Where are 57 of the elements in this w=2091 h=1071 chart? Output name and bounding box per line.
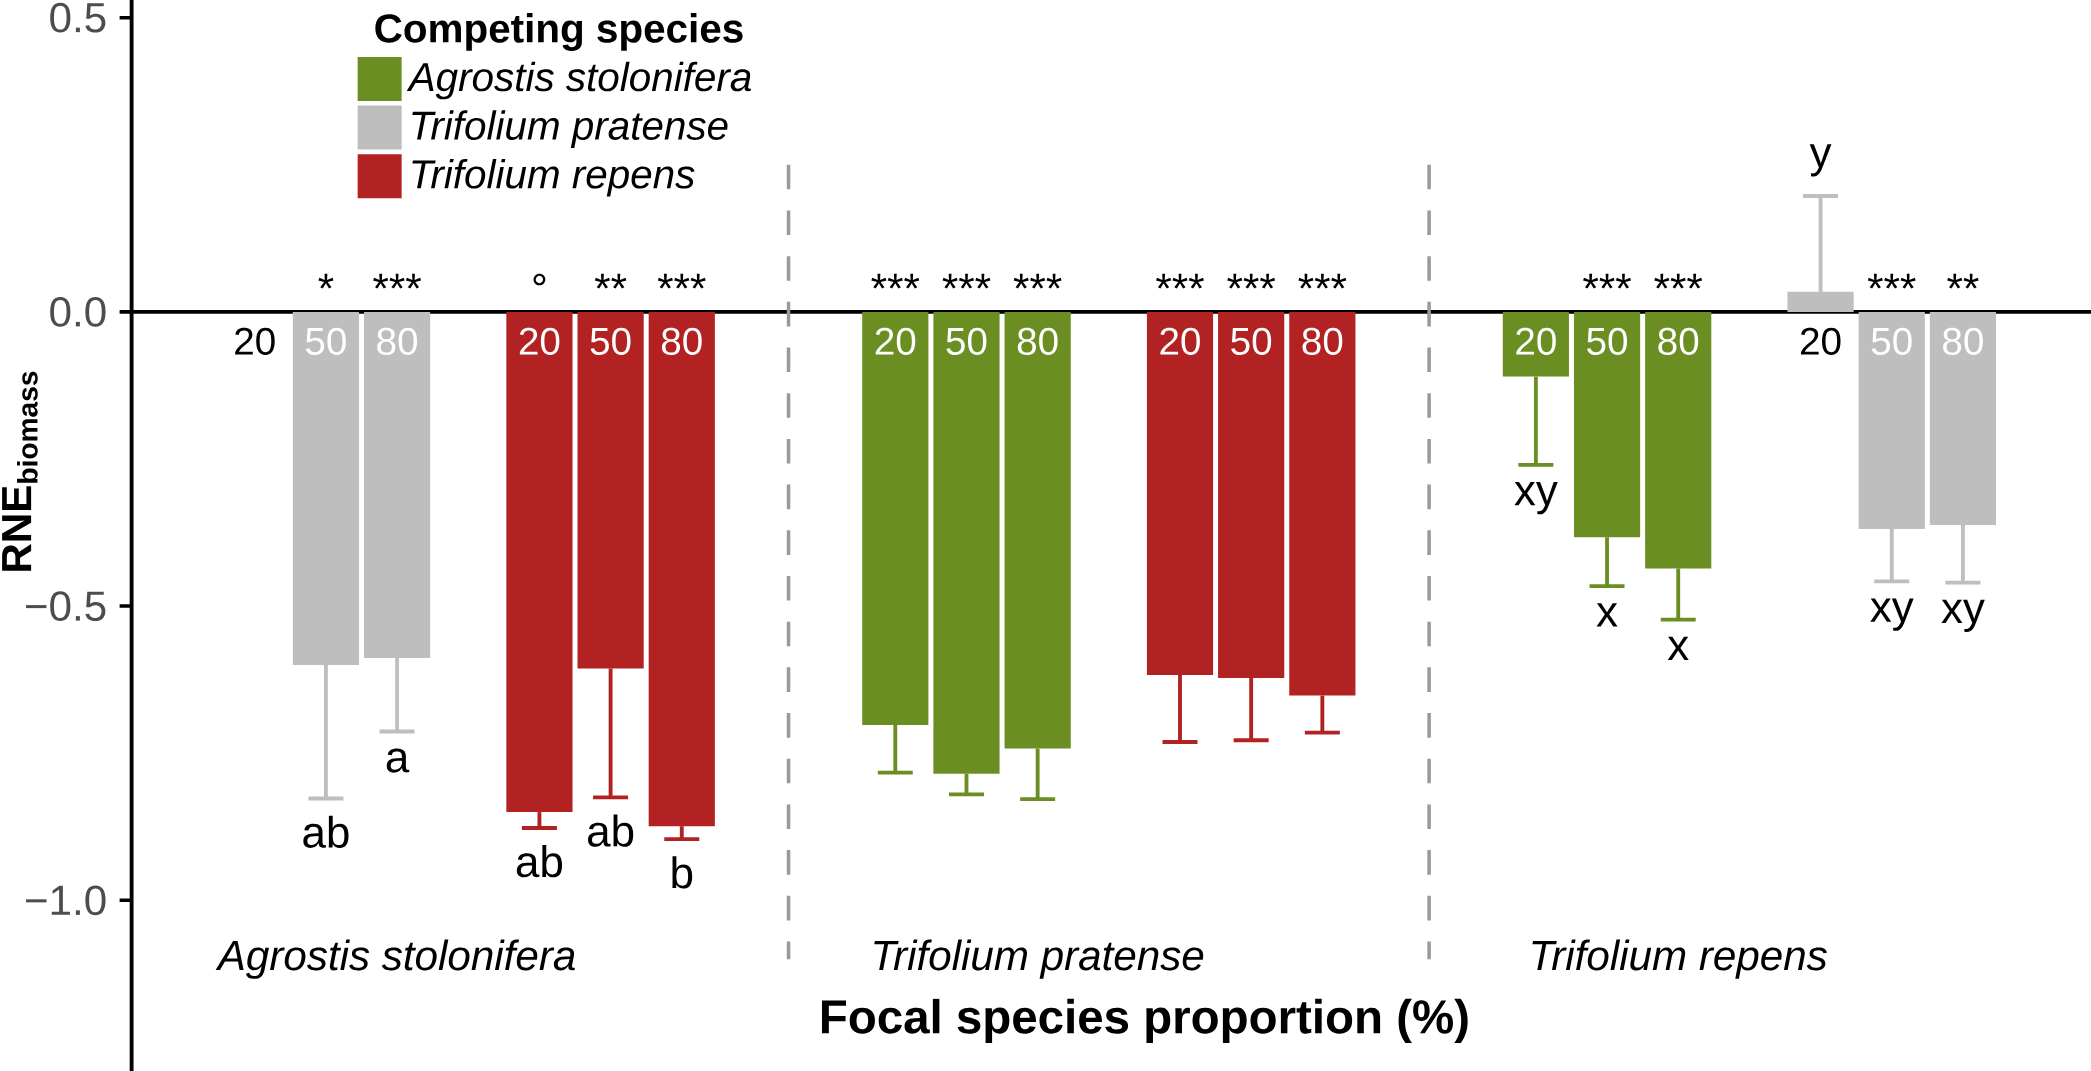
annotation: *** (373, 273, 422, 289)
annotation: ** (594, 273, 627, 289)
x-tick-label: 80 (1943, 327, 1983, 355)
annotation: x (1596, 603, 1618, 627)
annotation: *** (1227, 273, 1276, 289)
annotation: * (318, 273, 334, 289)
x-tick-label: 80 (661, 327, 702, 355)
annotation: ab (588, 814, 634, 847)
x-tick-label: 20 (519, 327, 560, 355)
annotation: xy (1870, 598, 1914, 631)
annotation: x (1667, 636, 1689, 660)
annotation: y (1809, 144, 1832, 177)
legend-title: Competing species (375, 13, 743, 51)
x-tick-label: 80 (1658, 327, 1699, 355)
x-tick-label: 50 (1587, 327, 1627, 355)
annotation: ° (533, 273, 546, 286)
annotation: *** (657, 273, 706, 289)
annotation: *** (1013, 273, 1062, 289)
annotation: xy (1941, 599, 1985, 632)
x-tick-label: 20 (875, 327, 916, 355)
legend-label: Trifolium pratense (412, 110, 728, 148)
annotation: *** (1156, 273, 1204, 289)
annotation: ab (303, 815, 349, 848)
annotation: ab (516, 845, 563, 878)
annotation: *** (1654, 273, 1703, 289)
annotation: *** (1867, 273, 1916, 289)
x-tick-label: 20 (235, 327, 275, 355)
y-tick-label: −0.5 (26, 591, 106, 622)
x-tick-label: 20 (1160, 327, 1200, 355)
annotation: *** (1583, 273, 1631, 289)
x-tick-label: 50 (1231, 327, 1272, 355)
x-tick-label: 50 (590, 327, 631, 355)
x-tick-label: 20 (1800, 327, 1841, 355)
y-tick-label: 0.5 (50, 2, 106, 33)
annotation: xy (1514, 482, 1558, 515)
annotation: *** (942, 273, 991, 289)
x-tick-label: 80 (377, 327, 418, 355)
x-tick-label: 50 (305, 327, 346, 355)
y-tick-label: 0.0 (50, 296, 106, 327)
annotation: b (672, 856, 693, 889)
x-axis-title: Focal species proportion (%) (822, 998, 1468, 1044)
y-axis-title: RNE$_{biomass}$ (2, 371, 38, 571)
annotation: ** (1947, 273, 1979, 289)
x-tick-label: 50 (1871, 327, 1912, 355)
x-tick-label: 80 (1017, 327, 1058, 355)
x-tick-label: 80 (1302, 327, 1343, 355)
legend-label: Trifolium repens (412, 158, 695, 197)
y-tick-label: −1.0 (26, 885, 106, 916)
legend-label: Agrostis stolonifera (406, 61, 751, 100)
annotation: a (386, 748, 410, 773)
annotation: Trifolium pratense (874, 939, 1204, 979)
annotation: Agrostis stolonifera (215, 939, 575, 979)
annotation: Trifolium repens (1532, 939, 1827, 979)
annotation: *** (1298, 273, 1347, 289)
x-tick-label: 20 (1516, 327, 1556, 355)
x-tick-label: 50 (946, 327, 987, 355)
annotation: *** (871, 273, 920, 289)
